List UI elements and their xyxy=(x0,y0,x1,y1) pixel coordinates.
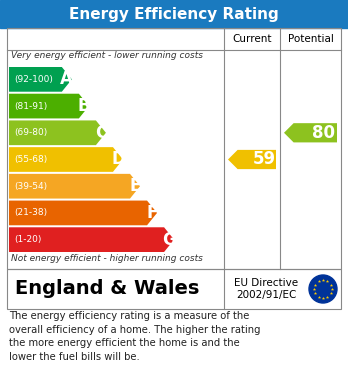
Bar xyxy=(0,0,348,28)
Polygon shape xyxy=(9,227,174,252)
Text: Current: Current xyxy=(232,34,272,44)
Text: E: E xyxy=(129,177,141,195)
Text: Potential: Potential xyxy=(287,34,333,44)
Polygon shape xyxy=(9,174,140,199)
Text: F: F xyxy=(147,204,158,222)
Text: (21-38): (21-38) xyxy=(14,208,47,217)
Circle shape xyxy=(309,275,337,303)
Bar xyxy=(7,28,341,269)
Text: (81-91): (81-91) xyxy=(14,102,47,111)
Text: (69-80): (69-80) xyxy=(14,128,47,137)
Text: (92-100): (92-100) xyxy=(14,75,53,84)
Polygon shape xyxy=(9,120,106,145)
Text: C: C xyxy=(95,124,107,142)
Polygon shape xyxy=(284,123,337,142)
Text: B: B xyxy=(78,97,90,115)
Text: A: A xyxy=(61,70,73,88)
Text: Very energy efficient - lower running costs: Very energy efficient - lower running co… xyxy=(11,51,203,60)
Text: 80: 80 xyxy=(312,124,335,142)
Text: England & Wales: England & Wales xyxy=(15,280,199,298)
Text: D: D xyxy=(111,151,125,169)
Polygon shape xyxy=(9,67,72,92)
Polygon shape xyxy=(9,201,157,225)
Polygon shape xyxy=(9,94,89,118)
Polygon shape xyxy=(228,150,276,169)
Text: The energy efficiency rating is a measure of the
overall efficiency of a home. T: The energy efficiency rating is a measur… xyxy=(9,311,261,362)
Bar xyxy=(7,269,341,309)
Text: (55-68): (55-68) xyxy=(14,155,47,164)
Polygon shape xyxy=(9,147,123,172)
Text: Energy Efficiency Rating: Energy Efficiency Rating xyxy=(69,7,279,22)
Text: 59: 59 xyxy=(252,151,276,169)
Text: G: G xyxy=(162,231,176,249)
Text: (1-20): (1-20) xyxy=(14,235,41,244)
Text: Not energy efficient - higher running costs: Not energy efficient - higher running co… xyxy=(11,254,203,263)
Text: EU Directive
2002/91/EC: EU Directive 2002/91/EC xyxy=(235,278,299,300)
Text: (39-54): (39-54) xyxy=(14,182,47,191)
